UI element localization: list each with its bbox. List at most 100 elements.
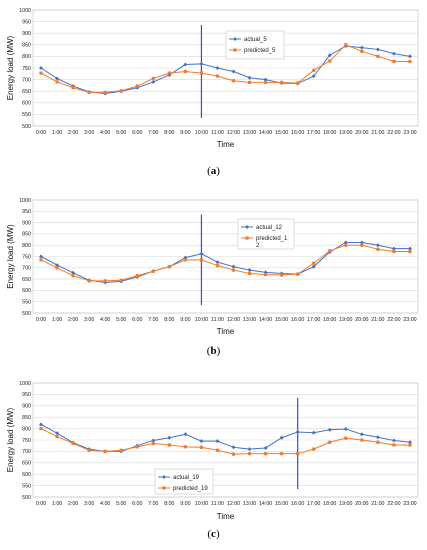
x-tick-label: 6:00	[132, 130, 142, 136]
series-line-predicted_12	[40, 244, 410, 282]
x-tick-label: 18:00	[323, 317, 336, 323]
y-tick-label: 950	[22, 392, 31, 398]
caption-close: )	[216, 165, 220, 177]
x-tick-label: 0:00	[36, 130, 46, 136]
y-axis-title: Energy load (MW)	[6, 407, 15, 472]
y-tick-label: 900	[22, 31, 31, 37]
data-point-actual_5	[407, 54, 412, 59]
y-tick-label: 550	[22, 112, 31, 118]
x-tick-label: 21:00	[371, 130, 384, 136]
x-tick-label: 15:00	[275, 317, 288, 323]
data-point-actual_12	[407, 246, 412, 251]
x-tick-label: 5:00	[116, 317, 126, 323]
data-point-predicted_19	[312, 447, 316, 451]
x-tick-label: 8:00	[164, 501, 174, 507]
plot-area	[32, 382, 419, 498]
x-tick-label: 10:00	[195, 130, 208, 136]
data-point-actual_19	[279, 435, 284, 440]
chart-panel-a: 500 550 600 650 700 750 800 850 900 950 1000 0:00 1:…	[6, 8, 419, 177]
data-point-predicted_5	[55, 80, 59, 84]
x-tick-label: 8:00	[164, 130, 174, 136]
series-line-predicted_19	[40, 428, 410, 455]
data-point-actual_12	[71, 270, 76, 275]
x-tick-label: 10:00	[195, 317, 208, 323]
y-tick-label: 500	[22, 495, 31, 501]
data-point-predicted_19	[296, 452, 300, 456]
legend-box	[237, 218, 295, 250]
y-tick-label: 750	[22, 438, 31, 444]
x-tick-label: 6:00	[132, 317, 142, 323]
legend-label: predicted_19	[173, 486, 208, 492]
x-tick-label: 15:00	[275, 501, 288, 507]
data-point-actual_19	[39, 422, 44, 427]
legend: actual_12 predicted_12	[237, 218, 295, 250]
data-point-actual_19	[407, 440, 412, 445]
y-tick-label: 600	[22, 288, 31, 294]
legend: actual_19 predicted_19	[154, 468, 214, 495]
legend-label: actual_5	[244, 37, 267, 43]
y-tick-label: 500	[22, 124, 31, 130]
x-tick-label: 20:00	[355, 317, 368, 323]
data-point-predicted_19	[344, 436, 348, 440]
data-point-actual_12	[375, 243, 380, 248]
y-tick-label: 950	[22, 19, 31, 25]
data-point-predicted_19	[167, 443, 171, 447]
data-point-predicted_5	[215, 74, 220, 78]
y-tick-label: 550	[22, 300, 31, 306]
x-tick-label: 7:00	[148, 317, 158, 323]
plot-area	[32, 199, 419, 314]
data-point-predicted_5	[183, 69, 187, 74]
y-tick-label: 700	[22, 449, 31, 455]
data-point-actual_5	[327, 53, 332, 58]
y-tick-label: 850	[22, 415, 31, 421]
data-point-actual_12	[199, 251, 204, 256]
data-point-predicted_19	[103, 449, 107, 453]
x-tick-label: 2:00	[68, 130, 78, 136]
x-tick-label: 1:00	[52, 501, 62, 507]
x-tick-label: 10:00	[195, 501, 208, 507]
legend-marker	[233, 48, 237, 52]
x-tick-label: 11:00	[211, 317, 224, 323]
data-point-actual_12	[343, 240, 348, 245]
y-tick-label: 650	[22, 277, 31, 283]
data-point-predicted_19	[280, 452, 284, 456]
x-tick-label: 2:00	[68, 501, 78, 507]
data-point-predicted_5	[392, 59, 396, 64]
data-point-actual_12	[55, 263, 60, 268]
data-point-predicted_5	[264, 80, 268, 84]
x-tick-label: 5:00	[116, 501, 126, 507]
data-point-actual_5	[359, 45, 364, 50]
data-point-predicted_12	[392, 249, 396, 254]
data-point-predicted_19	[135, 445, 139, 449]
x-tick-label: 18:00	[323, 501, 336, 507]
caption-close: )	[217, 345, 221, 357]
data-point-predicted_12	[183, 258, 187, 262]
x-tick-label: 13:00	[243, 317, 256, 323]
data-point-predicted_12	[264, 272, 268, 277]
chart-panel-c: 500 550 600 650 700 750 800 850 900 950 1000 0:00 1:…	[6, 381, 419, 540]
data-point-predicted_5	[376, 54, 380, 58]
data-point-predicted_19	[87, 448, 91, 452]
legend-box	[225, 30, 285, 60]
data-point-actual_19	[263, 445, 268, 450]
x-tick-label: 9:00	[180, 317, 190, 323]
y-tick-label: 1000	[19, 381, 31, 387]
x-tick-label: 17:00	[307, 501, 320, 507]
data-point-predicted_12	[167, 265, 171, 269]
y-tick-label: 750	[22, 254, 31, 260]
data-point-actual_5	[151, 79, 156, 84]
caption-open: (	[207, 528, 211, 540]
caption-open: (	[207, 345, 211, 357]
legend-label: 2	[256, 243, 260, 249]
x-tick-label: 12:00	[227, 317, 240, 323]
x-tick-label: 19:00	[339, 501, 352, 507]
data-point-actual_5	[55, 76, 60, 81]
x-tick-label: 1:00	[52, 317, 62, 323]
data-point-predicted_19	[408, 443, 412, 447]
caption-letter: c	[211, 528, 216, 540]
data-point-actual_5	[183, 62, 188, 67]
data-point-predicted_12	[296, 272, 300, 276]
data-point-predicted_5	[312, 68, 316, 72]
x-tick-label: 9:00	[180, 501, 190, 507]
x-tick-label: 22:00	[387, 317, 400, 323]
